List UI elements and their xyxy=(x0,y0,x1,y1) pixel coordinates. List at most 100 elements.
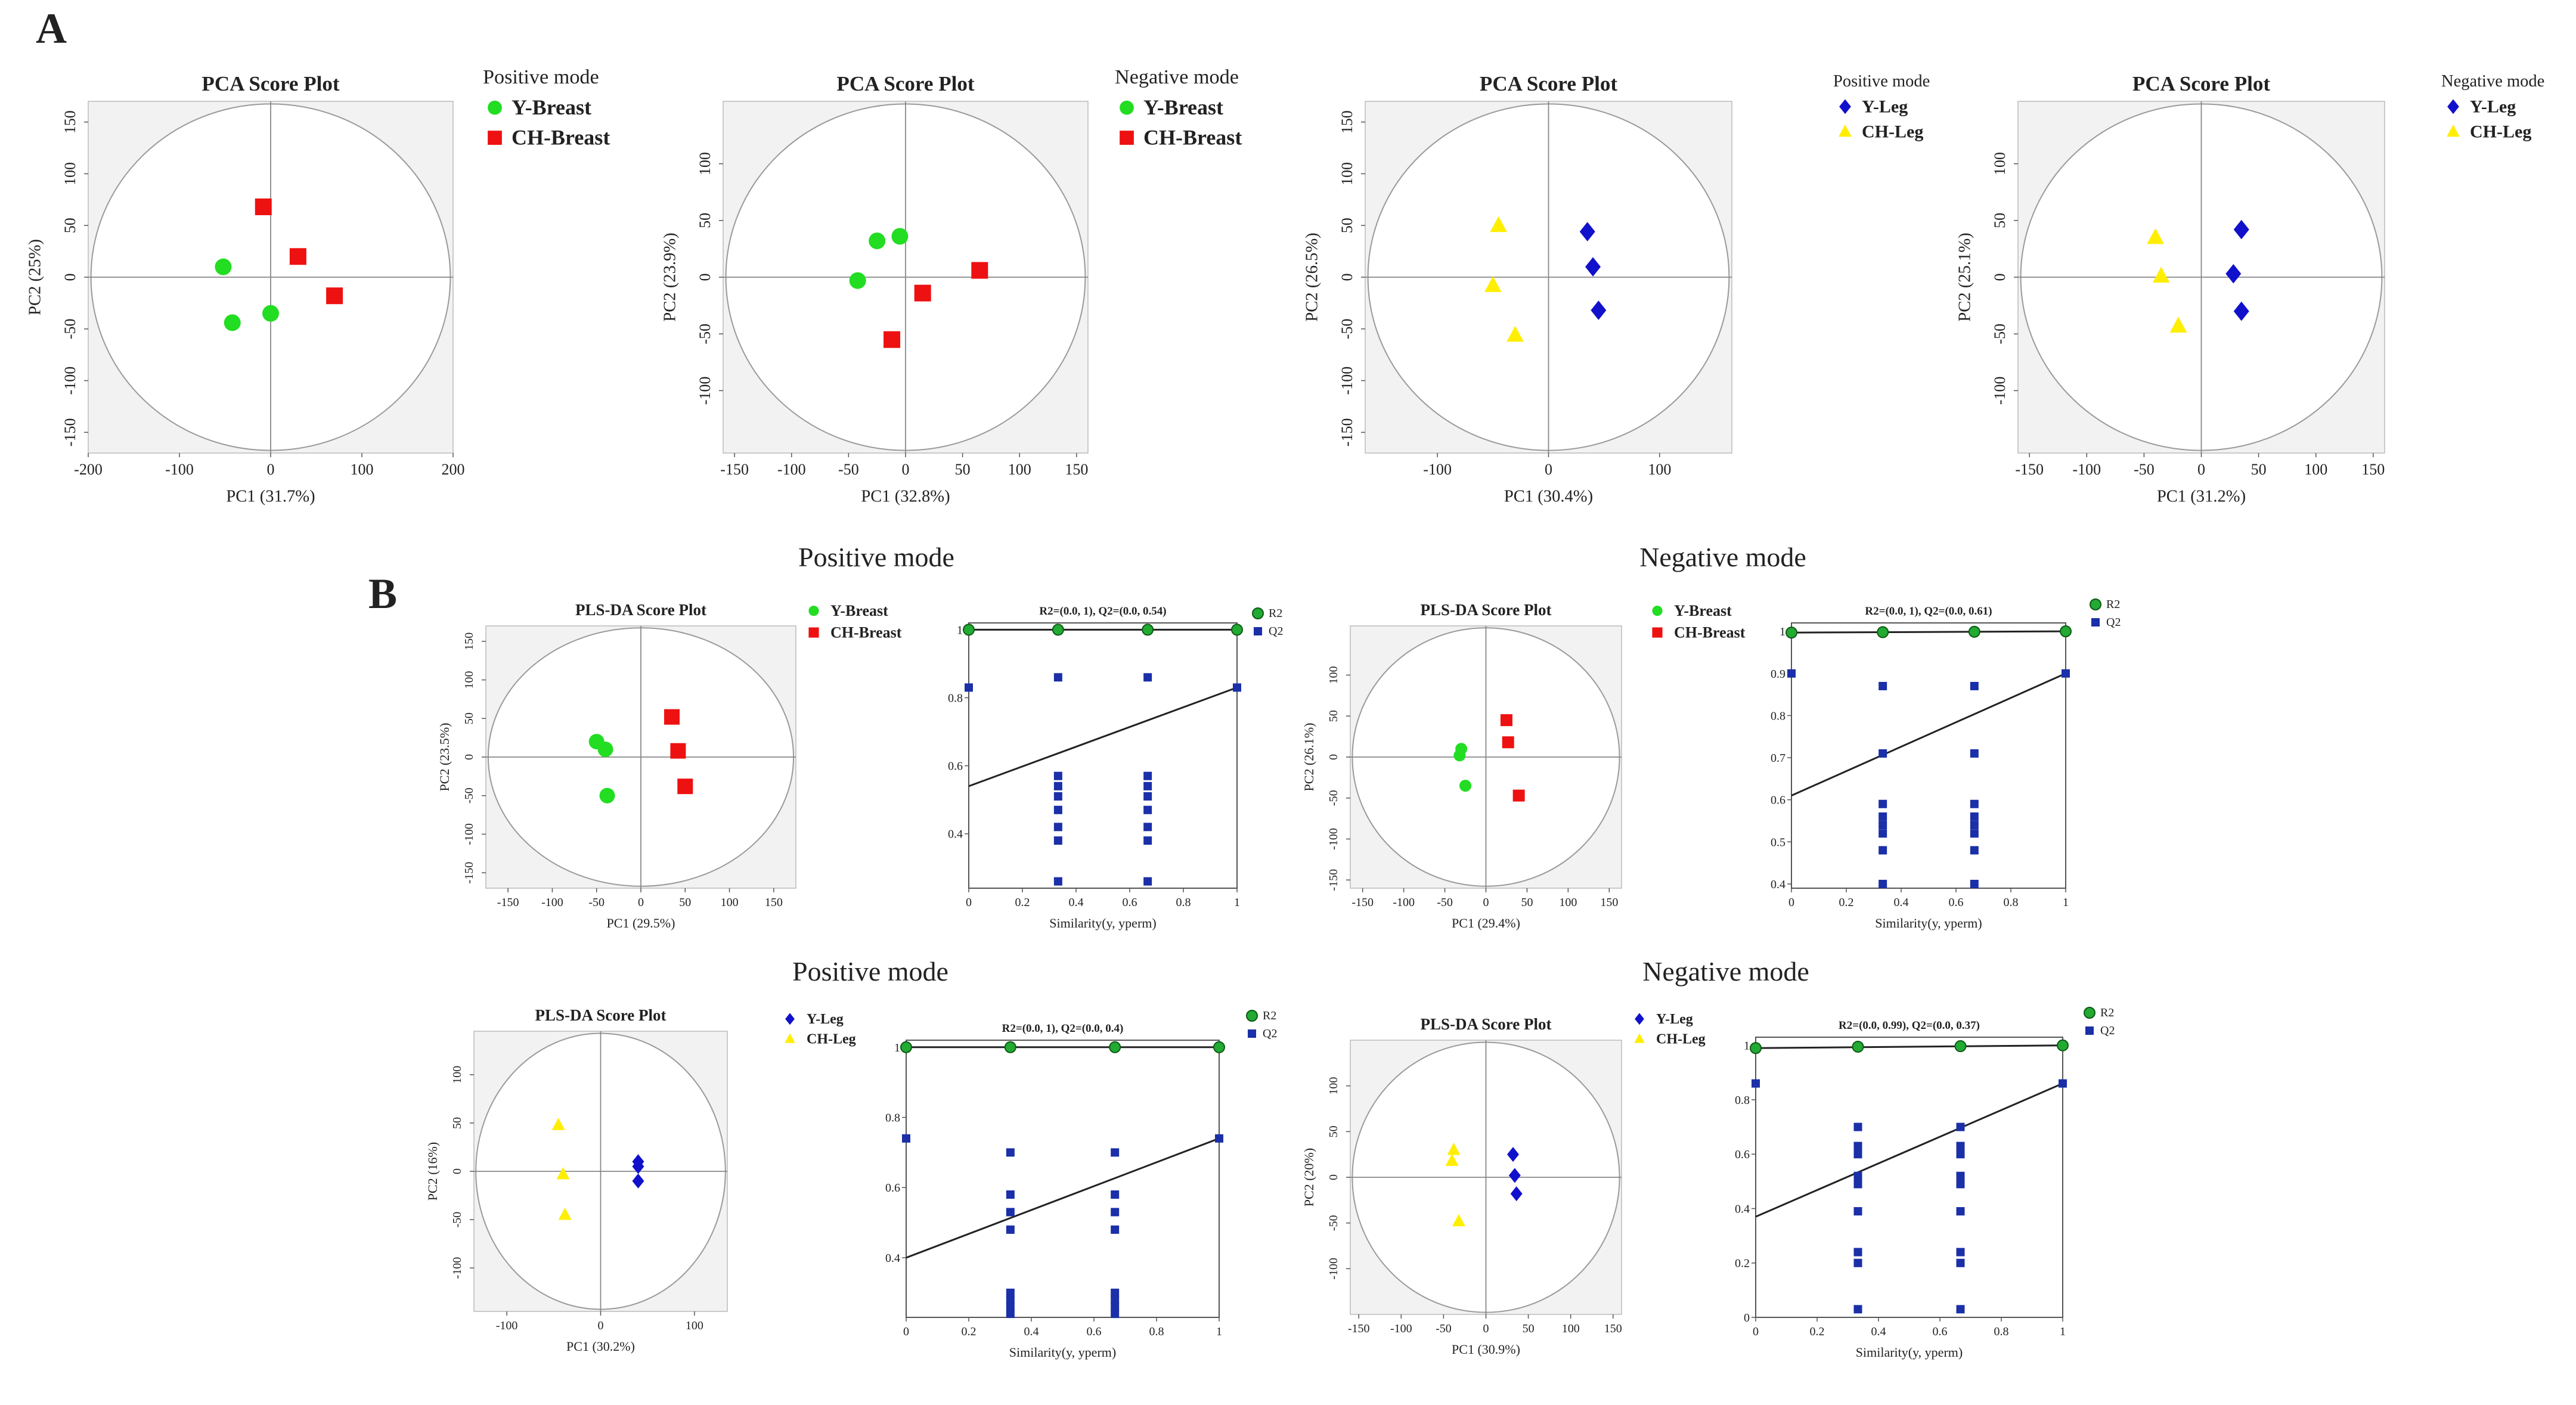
legend-label: Y-Leg xyxy=(2470,97,2516,117)
x-tick-label: 0 xyxy=(1753,1325,1759,1338)
point-q2 xyxy=(1787,669,1796,678)
point-ch-leg xyxy=(551,1118,565,1130)
x-tick-label: 50 xyxy=(2251,461,2267,478)
point-y-leg xyxy=(1507,1147,1519,1162)
point-q2 xyxy=(1853,1207,1862,1216)
point-r2 xyxy=(900,1041,912,1053)
x-tick-label: 50 xyxy=(1523,1322,1535,1335)
panel-label-b: B xyxy=(368,570,397,618)
point-r2 xyxy=(1052,624,1064,636)
legend-marker xyxy=(1246,1010,1258,1022)
point-q2 xyxy=(1878,879,1887,888)
y-tick-label: -100 xyxy=(1991,376,2008,405)
point-q2 xyxy=(1233,683,1241,692)
point-r2 xyxy=(1785,626,1797,639)
x-tick-label: -100 xyxy=(1423,461,1452,478)
section-title-b-row2-left: Positive mode xyxy=(792,956,948,987)
y-tick-label: 0.6 xyxy=(948,760,963,773)
chart-b3: PLS-DA Score Plot -150 -100 -50 0 50 100 150 -15… xyxy=(1301,601,1746,931)
legend-marker xyxy=(1120,131,1134,145)
x-tick-label: 0.6 xyxy=(1949,896,1964,909)
point-q2 xyxy=(1111,1295,1120,1304)
y-axis-label: PC2 (20%) xyxy=(1301,1148,1316,1206)
y-tick-label: 0.2 xyxy=(1735,1257,1750,1270)
legend-label: CH-Leg xyxy=(1656,1032,1706,1047)
x-tick-label: 150 xyxy=(765,896,783,909)
x-tick-label: 0 xyxy=(638,896,644,909)
x-axis-label: Similarity(y, yperm) xyxy=(1009,1345,1116,1360)
point-y-breast xyxy=(1459,780,1472,792)
x-tick-label: 100 xyxy=(2304,461,2327,478)
x-tick-label: 150 xyxy=(1600,896,1618,909)
x-tick-label: 100 xyxy=(1648,461,1671,478)
y-tick-label: 0.7 xyxy=(1771,752,1785,765)
legend-marker xyxy=(785,1013,795,1025)
x-axis-label: Similarity(y, yperm) xyxy=(1049,916,1156,931)
legend-label: Y-Leg xyxy=(807,1012,844,1027)
point-r2 xyxy=(1004,1041,1016,1053)
y-tick-label: 100 xyxy=(696,152,714,175)
point-q2 xyxy=(1956,1150,1965,1159)
x-axis-label: PC1 (30.2%) xyxy=(566,1339,635,1354)
legend-label: Y-Breast xyxy=(1674,602,1732,619)
legend-marker xyxy=(808,627,819,638)
x-tick-label: 50 xyxy=(955,461,971,478)
x-tick-label: 50 xyxy=(679,896,691,909)
point-q2 xyxy=(1053,771,1062,780)
legend-marker xyxy=(808,606,819,616)
x-tick-label: -100 xyxy=(777,461,806,478)
point-q2 xyxy=(1970,681,1979,690)
legend-marker xyxy=(488,100,502,115)
point-ch-leg xyxy=(1445,1153,1459,1166)
x-tick-label: -100 xyxy=(1393,896,1415,909)
y-tick-label: -50 xyxy=(1327,1215,1340,1231)
point-q2 xyxy=(1053,823,1062,832)
chart-title: R2=(0.0, 1), Q2=(0.0, 0.61) xyxy=(1865,605,1992,618)
chart-b5: PLS-DA Score Plot -100 0 100 -100 -50 0 50 100 PC… xyxy=(425,1006,856,1354)
y-tick-label: -50 xyxy=(696,324,714,345)
legend-label: R2 xyxy=(1269,607,1282,620)
point-ch-leg xyxy=(2147,228,2164,244)
legend-title: Negative mode xyxy=(1115,66,1239,88)
point-y-breast xyxy=(262,305,279,322)
point-q2 xyxy=(1111,1208,1120,1217)
y-tick-label: 100 xyxy=(1327,666,1340,684)
q2-regression-line xyxy=(906,1137,1220,1259)
x-tick-label: 0.4 xyxy=(1024,1325,1039,1338)
point-q2 xyxy=(1853,1248,1862,1257)
legend-marker xyxy=(2447,99,2459,114)
point-y-leg xyxy=(1508,1168,1521,1183)
x-tick-label: 150 xyxy=(1065,461,1088,478)
point-q2 xyxy=(965,683,973,692)
x-axis-label: PC1 (30.4%) xyxy=(1504,488,1593,506)
y-tick-label: 100 xyxy=(1338,162,1356,185)
y-tick-label: -100 xyxy=(463,823,476,845)
y-tick-label: 0 xyxy=(696,274,714,281)
point-y-breast xyxy=(215,258,232,275)
point-q2 xyxy=(1053,792,1062,801)
plot-area xyxy=(1791,622,2066,889)
point-q2 xyxy=(1143,805,1152,814)
x-tick-label: 0 xyxy=(902,461,910,478)
y-tick-label: 100 xyxy=(463,671,476,689)
x-tick-label: 0.8 xyxy=(1994,1325,2009,1338)
legend-label: R2 xyxy=(1263,1009,1276,1022)
point-ch-breast xyxy=(664,709,680,725)
point-y-leg xyxy=(1579,222,1595,241)
y-tick-label: 0.4 xyxy=(948,828,963,841)
point-ch-breast xyxy=(971,262,988,279)
x-tick-label: 0.8 xyxy=(1149,1325,1164,1338)
legend-marker xyxy=(1652,606,1663,616)
point-q2 xyxy=(1111,1302,1120,1311)
x-tick-label: -150 xyxy=(720,461,749,478)
x-tick-label: -50 xyxy=(1436,1322,1452,1335)
point-q2 xyxy=(1956,1305,1965,1314)
point-q2 xyxy=(1853,1122,1862,1131)
point-r2 xyxy=(2057,1039,2069,1052)
point-ch-breast xyxy=(326,287,343,305)
x-tick-label: 100 xyxy=(1562,1322,1580,1335)
legend-marker xyxy=(1252,607,1264,619)
x-tick-label: -150 xyxy=(1348,1322,1370,1335)
legend-label: Y-Leg xyxy=(1656,1012,1693,1027)
x-tick-label: -100 xyxy=(2072,461,2101,478)
